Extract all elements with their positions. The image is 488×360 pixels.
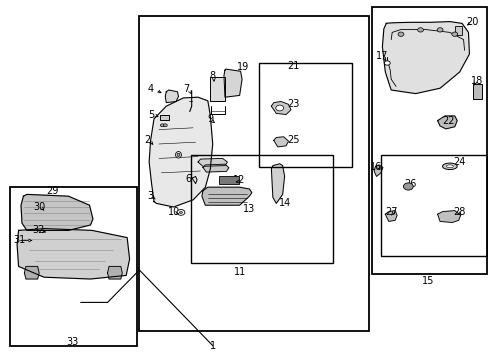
Text: 5: 5 — [148, 110, 154, 120]
Circle shape — [163, 124, 167, 127]
Text: 10: 10 — [167, 207, 180, 217]
Text: 31: 31 — [13, 235, 26, 246]
Text: 24: 24 — [452, 157, 465, 167]
Bar — [160, 115, 168, 120]
Text: 20: 20 — [466, 17, 478, 27]
Text: 21: 21 — [286, 61, 299, 71]
Text: 19: 19 — [237, 62, 249, 72]
Bar — [190, 155, 332, 263]
Polygon shape — [385, 211, 396, 221]
Circle shape — [177, 210, 184, 215]
Text: 11: 11 — [233, 267, 245, 277]
Polygon shape — [224, 69, 242, 97]
Text: 2: 2 — [144, 135, 150, 145]
Ellipse shape — [442, 163, 456, 170]
Circle shape — [417, 28, 423, 32]
Polygon shape — [437, 116, 456, 129]
Bar — [259, 63, 351, 167]
Polygon shape — [273, 137, 288, 147]
Polygon shape — [202, 187, 251, 205]
Ellipse shape — [446, 165, 452, 168]
Circle shape — [275, 105, 283, 111]
Bar — [210, 77, 224, 101]
Text: 23: 23 — [286, 99, 299, 109]
Polygon shape — [203, 164, 228, 172]
Polygon shape — [373, 165, 382, 176]
Text: 28: 28 — [452, 207, 465, 217]
Polygon shape — [271, 164, 284, 203]
Polygon shape — [107, 266, 122, 279]
Bar — [219, 176, 238, 184]
Text: 25: 25 — [286, 135, 299, 145]
Bar — [139, 16, 368, 331]
Text: 27: 27 — [384, 207, 397, 217]
Polygon shape — [149, 97, 212, 207]
Text: 33: 33 — [66, 337, 79, 347]
Ellipse shape — [177, 153, 180, 156]
Bar — [454, 26, 461, 35]
Text: 32: 32 — [32, 225, 44, 235]
Text: 8: 8 — [209, 71, 215, 81]
Text: 12: 12 — [233, 175, 245, 185]
Text: 22: 22 — [442, 116, 454, 126]
Text: 1: 1 — [209, 341, 215, 351]
Polygon shape — [24, 266, 39, 279]
Text: 4: 4 — [147, 84, 153, 94]
Text: 26: 26 — [404, 179, 416, 189]
Polygon shape — [437, 211, 460, 222]
Bar — [472, 84, 481, 99]
Polygon shape — [382, 22, 468, 94]
Ellipse shape — [175, 152, 181, 158]
Circle shape — [436, 28, 442, 32]
Circle shape — [403, 183, 412, 190]
Text: 30: 30 — [33, 202, 45, 212]
Text: 18: 18 — [469, 76, 482, 86]
Circle shape — [160, 124, 164, 127]
Polygon shape — [198, 158, 227, 166]
Text: 3: 3 — [147, 191, 153, 201]
Text: 13: 13 — [243, 204, 255, 214]
Text: 17: 17 — [375, 51, 388, 61]
Text: 16: 16 — [369, 162, 382, 172]
Circle shape — [179, 211, 182, 213]
Text: 29: 29 — [46, 186, 59, 196]
Circle shape — [397, 32, 403, 36]
Polygon shape — [21, 194, 93, 230]
Circle shape — [451, 32, 457, 36]
Bar — [10, 187, 137, 346]
Bar — [381, 155, 486, 256]
Polygon shape — [17, 229, 129, 279]
Bar — [371, 7, 486, 274]
Text: 6: 6 — [185, 174, 191, 184]
Text: 14: 14 — [278, 198, 290, 208]
Polygon shape — [165, 90, 178, 103]
Text: 15: 15 — [421, 276, 433, 286]
Circle shape — [384, 61, 389, 65]
Text: 7: 7 — [183, 84, 189, 94]
Text: 9: 9 — [207, 114, 213, 124]
Polygon shape — [271, 102, 290, 114]
